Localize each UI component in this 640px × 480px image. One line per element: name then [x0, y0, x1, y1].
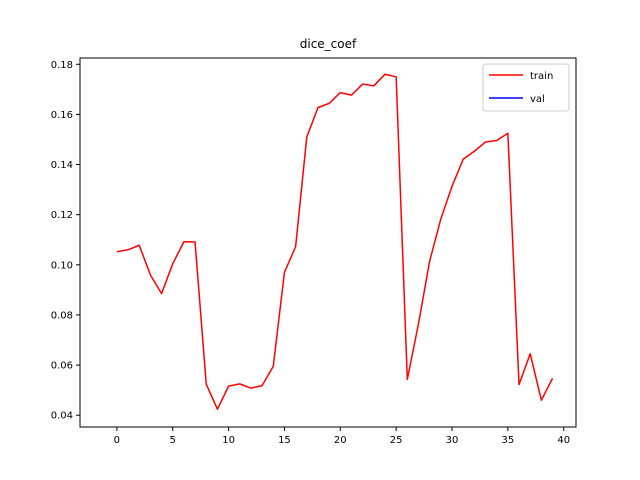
x-tick-label: 10: [222, 435, 235, 446]
legend-box: [482, 63, 570, 112]
y-tick-label: 0.06: [51, 361, 73, 372]
legend-label-train: train: [530, 71, 553, 82]
x-tick-label: 35: [501, 435, 514, 446]
x-tick-label: 15: [278, 435, 291, 446]
y-tick-label: 0.08: [51, 310, 73, 321]
x-tick-label: 25: [390, 435, 403, 446]
legend: train val: [482, 63, 570, 112]
y-tick-label: 0.10: [51, 260, 73, 271]
plot-area: [116, 73, 554, 410]
y-tick-label: 0.14: [51, 160, 73, 171]
legend-label-val: val: [530, 94, 545, 105]
y-tick-label: 0.16: [51, 110, 73, 121]
y-tick-label: 0.04: [51, 411, 73, 422]
y-tick-label: 0.18: [51, 60, 73, 71]
x-tick-label: 5: [170, 435, 176, 446]
series-line-train: [116, 73, 554, 410]
x-axis: 0 5 10 15 20 25 30 35 40: [114, 427, 570, 446]
chart-title: dice_coef: [300, 37, 357, 51]
x-tick-label: 30: [446, 435, 459, 446]
x-tick-label: 40: [557, 435, 570, 446]
y-tick-label: 0.12: [51, 210, 73, 221]
x-tick-label: 20: [334, 435, 347, 446]
x-tick-label: 0: [114, 435, 120, 446]
y-axis: 0.04 0.06 0.08 0.10 0.12 0.14 0.16 0.18: [51, 60, 80, 422]
axes-frame: [79, 57, 577, 428]
